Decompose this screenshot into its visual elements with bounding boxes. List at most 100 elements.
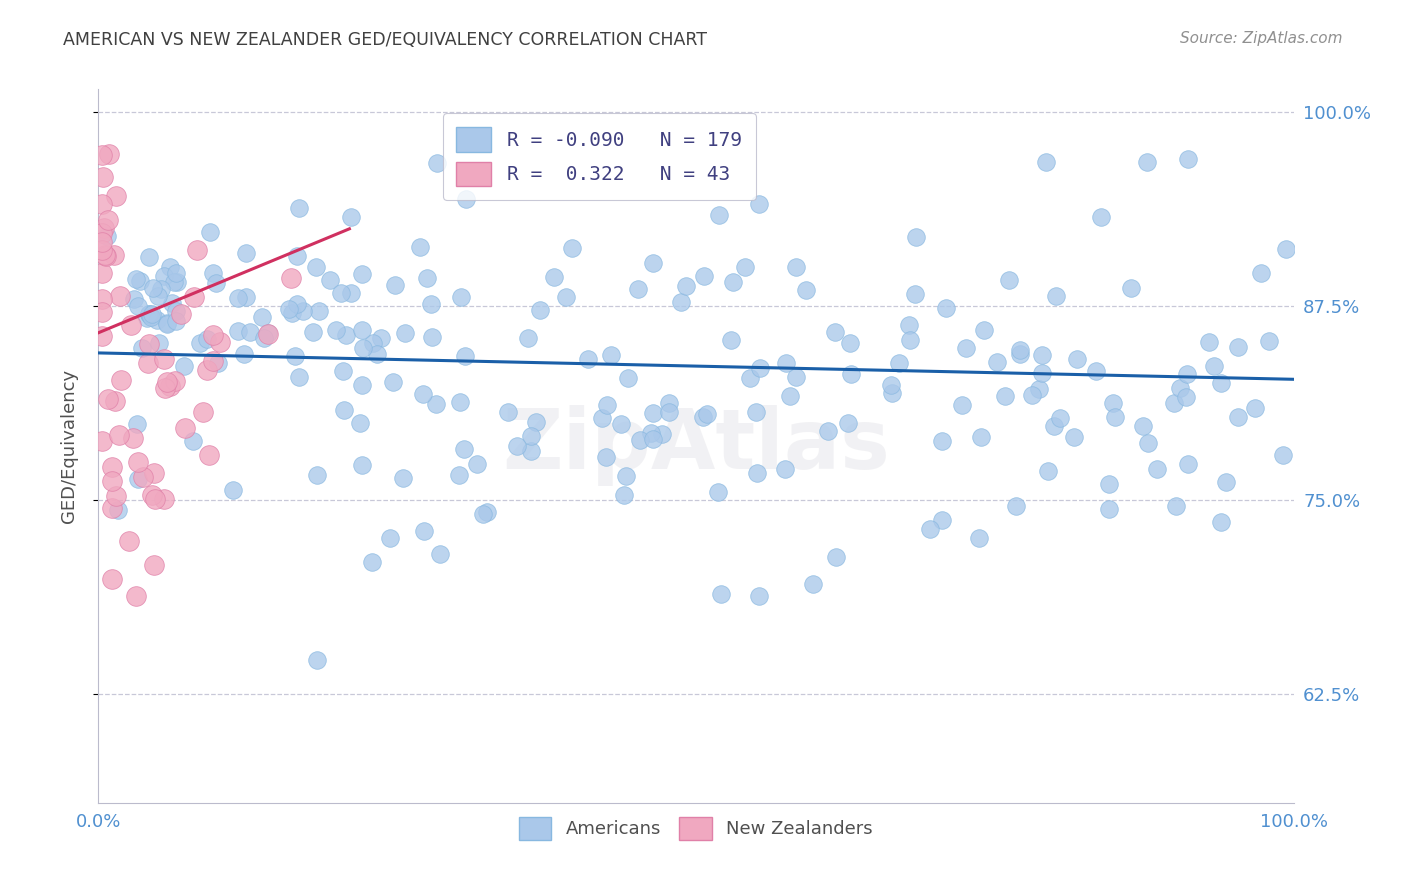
Text: Source: ZipAtlas.com: Source: ZipAtlas.com — [1180, 31, 1343, 46]
Point — [394, 326, 416, 340]
Point — [329, 286, 352, 301]
Point — [141, 307, 163, 321]
Point — [127, 472, 149, 486]
Point — [125, 589, 148, 603]
Point — [1031, 366, 1053, 380]
Point — [1028, 382, 1050, 396]
Point — [91, 243, 114, 257]
Point — [378, 531, 401, 545]
Point — [173, 359, 195, 373]
Point — [998, 272, 1021, 286]
Point — [1275, 242, 1298, 256]
Point — [256, 326, 278, 341]
Point — [173, 421, 195, 435]
Point — [139, 308, 162, 322]
Point — [1243, 401, 1265, 416]
Point — [506, 439, 529, 453]
Point — [350, 458, 373, 472]
Point — [1005, 499, 1028, 513]
Point — [640, 426, 662, 441]
Point — [1119, 280, 1142, 294]
Point — [195, 362, 218, 376]
Point — [159, 379, 181, 393]
Point — [1104, 409, 1126, 424]
Point — [277, 302, 299, 317]
Point — [561, 241, 583, 255]
Point — [935, 301, 957, 316]
Point — [794, 283, 817, 297]
Point — [1098, 476, 1121, 491]
Point — [454, 349, 477, 363]
Point — [839, 368, 862, 382]
Point — [226, 291, 249, 305]
Point — [734, 260, 756, 274]
Point — [426, 156, 449, 170]
Point — [226, 324, 249, 338]
Point — [1166, 499, 1188, 513]
Point — [285, 296, 308, 310]
Point — [1198, 334, 1220, 349]
Point — [110, 373, 132, 387]
Point — [318, 272, 340, 286]
Point — [970, 430, 993, 444]
Point — [671, 295, 693, 310]
Point — [785, 260, 807, 274]
Point — [160, 296, 183, 310]
Point — [449, 468, 471, 483]
Point — [1101, 395, 1123, 409]
Point — [165, 304, 187, 318]
Point — [91, 197, 114, 211]
Point — [381, 375, 404, 389]
Point — [142, 558, 165, 572]
Point — [91, 148, 114, 162]
Point — [202, 328, 225, 343]
Point — [98, 147, 121, 161]
Point — [904, 230, 927, 244]
Point — [904, 287, 927, 301]
Point — [163, 275, 186, 289]
Point — [706, 484, 728, 499]
Text: AMERICAN VS NEW ZEALANDER GED/EQUIVALENCY CORRELATION CHART: AMERICAN VS NEW ZEALANDER GED/EQUIVALENC… — [63, 31, 707, 49]
Point — [132, 470, 155, 484]
Point — [420, 329, 443, 343]
Point — [967, 532, 990, 546]
Point — [150, 282, 173, 296]
Point — [122, 431, 145, 445]
Point — [257, 327, 280, 342]
Point — [202, 354, 225, 368]
Point — [283, 350, 305, 364]
Point — [93, 220, 115, 235]
Point — [96, 228, 118, 243]
Point — [107, 503, 129, 517]
Point — [142, 281, 165, 295]
Point — [340, 210, 363, 224]
Point — [94, 249, 117, 263]
Point — [449, 395, 471, 409]
Point — [931, 434, 953, 448]
Point — [166, 275, 188, 289]
Point — [191, 405, 214, 419]
Point — [291, 304, 314, 318]
Point — [520, 443, 543, 458]
Text: ZipAtlas: ZipAtlas — [502, 406, 890, 486]
Point — [627, 282, 650, 296]
Point — [453, 442, 475, 457]
Point — [100, 474, 122, 488]
Point — [208, 334, 231, 349]
Point — [600, 347, 623, 361]
Point — [496, 405, 519, 419]
Point — [156, 375, 179, 389]
Point — [1227, 410, 1250, 425]
Point — [352, 341, 374, 355]
Point — [1163, 396, 1185, 410]
Point — [127, 455, 149, 469]
Point — [413, 524, 436, 539]
Y-axis label: GED/Equivalency: GED/Equivalency — [59, 369, 77, 523]
Point — [994, 389, 1017, 403]
Point — [986, 355, 1008, 369]
Point — [641, 432, 664, 446]
Point — [643, 255, 665, 269]
Point — [183, 290, 205, 304]
Point — [91, 434, 114, 448]
Point — [882, 386, 904, 401]
